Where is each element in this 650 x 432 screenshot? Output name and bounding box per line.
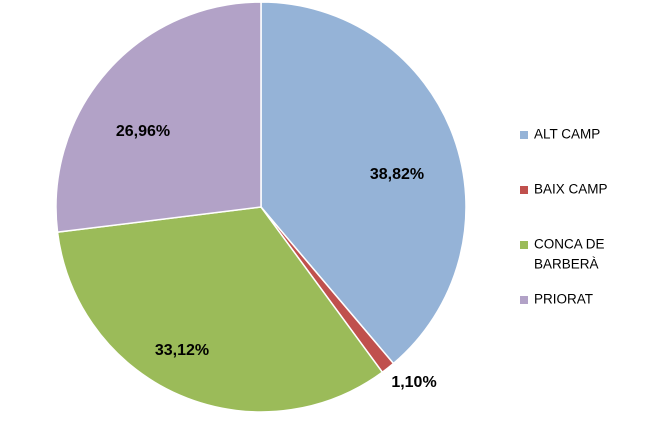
- data-label-alt-camp: 38,82%: [370, 166, 424, 183]
- pie-slice-conca-de-barber: [56, 206, 384, 413]
- legend: ALT CAMP BAIX CAMP CONCA DE BARBERÀ PRIORAT: [520, 127, 608, 307]
- legend-swatch: [520, 296, 528, 304]
- legend-item: BAIX CAMP: [520, 182, 608, 197]
- legend-swatch: [520, 241, 528, 249]
- pie-slices: [55, 1, 467, 413]
- legend-item: ALT CAMP: [520, 127, 600, 142]
- data-label-conca-de-barber: 33,12%: [155, 342, 209, 359]
- legend-item: CONCA DE BARBERÀ: [520, 237, 605, 272]
- data-label-priorat: 26,96%: [116, 123, 170, 140]
- legend-label: BAIX CAMP: [534, 182, 608, 197]
- legend-swatch: [520, 131, 528, 139]
- legend-label: ALT CAMP: [534, 127, 600, 142]
- legend-swatch: [520, 186, 528, 194]
- legend-item: PRIORAT: [520, 292, 593, 307]
- pie-data-labels: 38,82% 1,10% 33,12% 26,96%: [116, 123, 437, 391]
- pie-slice-priorat: [55, 1, 262, 234]
- legend-label: CONCA DE BARBERÀ: [534, 237, 605, 272]
- legend-label: PRIORAT: [534, 292, 593, 307]
- data-label-baix-camp: 1,10%: [391, 374, 436, 391]
- pie-slice-alt-camp: [260, 1, 467, 365]
